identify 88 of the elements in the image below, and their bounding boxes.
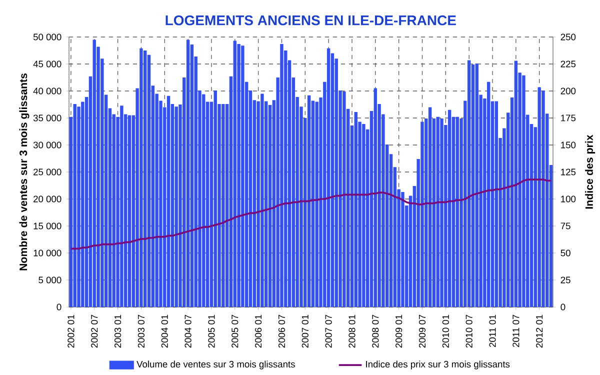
bar — [362, 124, 366, 307]
y2-tick-label: 175 — [561, 114, 576, 122]
bar — [166, 96, 170, 307]
bar — [144, 50, 147, 307]
bar — [436, 116, 440, 307]
bar — [542, 90, 545, 307]
bar — [233, 40, 236, 307]
bar — [342, 92, 346, 307]
x-tick-label: 2006 07 — [278, 314, 286, 348]
y2-tick-label: 50 — [560, 250, 570, 256]
y-tick-label: 40 000 — [33, 88, 62, 94]
bar — [420, 122, 424, 307]
bar — [280, 44, 284, 307]
y-tick-label: 35 000 — [33, 114, 62, 122]
x-tick-label: 2008 07 — [372, 314, 379, 348]
x-tick-label: 2004 07 — [184, 314, 192, 348]
bar — [241, 46, 244, 307]
y-tick-label: 0 — [56, 304, 62, 310]
y-tick-label: 45 000 — [33, 60, 62, 68]
bar — [73, 104, 76, 307]
bar — [475, 63, 478, 307]
y2-axis-title: Indice des prix — [585, 134, 596, 209]
bar — [222, 104, 225, 307]
x-tick-label: 2010 07 — [466, 314, 472, 348]
bar — [374, 88, 378, 307]
x-tick-label: 2005 07 — [232, 314, 238, 348]
x-tick-label: 2002 01 — [68, 314, 74, 348]
bar — [237, 44, 240, 307]
y2-tick-label: 250 — [560, 34, 576, 40]
bar — [538, 87, 541, 307]
x-tick-label: 2010 01 — [442, 314, 449, 348]
bar — [487, 82, 490, 307]
y2-tick-label: 225 — [560, 60, 576, 68]
bar — [174, 106, 178, 307]
x-tick-label: 2012 01 — [536, 314, 543, 348]
bar — [128, 115, 132, 307]
y2-tick-label: 200 — [560, 88, 576, 94]
x-tick-label: 2004 01 — [161, 314, 168, 348]
bar — [456, 116, 459, 307]
y2-tick-label: 125 — [561, 168, 576, 176]
y-tick-label: 15 000 — [34, 222, 62, 230]
y2-tick-label: 0 — [560, 304, 566, 310]
y-tick-label: 10 000 — [34, 250, 62, 256]
bar — [120, 106, 124, 307]
x-tick-label: 2009 01 — [396, 314, 402, 348]
bar — [186, 40, 190, 307]
bar — [140, 48, 143, 307]
x-tick-label: 2006 01 — [255, 314, 262, 348]
bar — [307, 95, 311, 307]
x-tick-label: 2007 07 — [325, 314, 332, 348]
y-axis-title: Nombre de ventes sur 3 mois glissants — [19, 73, 30, 270]
bar — [214, 90, 217, 307]
bar — [522, 75, 526, 307]
y2-tick-label: 100 — [561, 196, 576, 202]
bar — [494, 101, 498, 307]
x-tick-label: 2003 07 — [138, 314, 145, 348]
y-tick-label: 30 000 — [33, 142, 62, 148]
bar — [467, 60, 471, 307]
x-tick-label: 2005 01 — [208, 314, 215, 348]
y-tick-label: 20 000 — [34, 196, 62, 202]
bar — [354, 112, 358, 307]
x-tick-label: 2011 07 — [512, 314, 520, 347]
x-tick-label: 2003 01 — [114, 314, 122, 348]
y2-tick-label: 150 — [561, 142, 576, 148]
y2-tick-label: 75 — [560, 222, 570, 230]
bar — [401, 192, 404, 307]
bar — [315, 102, 318, 307]
bar — [202, 94, 206, 307]
y-tick-label: 5 000 — [38, 276, 62, 284]
bar — [92, 40, 96, 307]
bar — [428, 107, 432, 307]
legend-label: Indice des prix sur 3 mois glissants — [366, 360, 510, 370]
x-tick-label: 2008 01 — [348, 314, 356, 348]
bar — [260, 94, 264, 307]
x-tick-label: 2011 01 — [489, 314, 496, 347]
y-tick-label: 25 000 — [34, 168, 62, 176]
bar — [440, 118, 444, 307]
chart-title: LOGEMENTS ANCIENS EN ILE-DE-FRANCE — [166, 15, 456, 26]
x-tick-label: 2009 07 — [418, 314, 426, 348]
y-tick-label: 50 000 — [33, 34, 62, 40]
x-tick-label: 2002 07 — [91, 314, 98, 348]
legend-label: Volume de ventes sur 3 mois glissants — [136, 360, 295, 370]
bar — [326, 48, 330, 307]
bar — [448, 110, 452, 307]
bar — [514, 60, 518, 307]
x-tick-label: 2007 01 — [302, 314, 308, 348]
bar — [147, 54, 151, 307]
y2-tick-label: 25 — [560, 276, 570, 284]
